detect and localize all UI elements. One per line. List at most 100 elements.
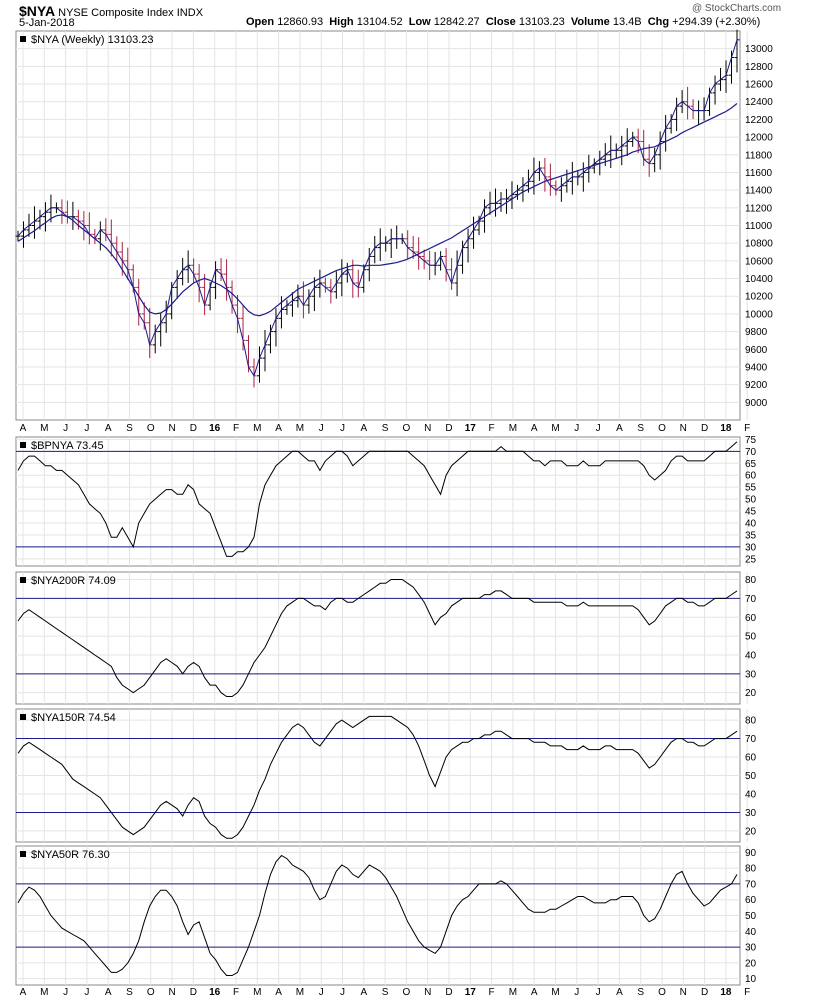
panel-frame-2 [15,571,741,705]
x-tick-label: M [551,423,559,434]
x-tick-label: N [168,423,175,434]
legend-marker-3 [20,714,26,720]
x-tick-label: D [701,423,708,434]
x-tick-label: S [126,987,133,998]
panel-legend-1: $BPNYA 73.45 [31,440,104,452]
x-tick-label: J [84,423,89,434]
ticker-symbol: $NYA [19,3,56,19]
y-tick-label: 9200 [745,380,768,391]
x-tick-label: N [424,423,431,434]
x-tick-label: A [105,423,112,434]
series-line-1 [17,441,738,557]
x-tick-label: J [84,987,89,998]
series-line-4 [17,854,738,976]
x-tick-label: F [233,987,239,998]
x-tick-label: F [744,987,750,998]
x-tick-label: N [168,987,175,998]
x-tick-label: J [596,987,601,998]
y-tick-label: 40 [745,927,757,938]
x-tick-label: O [147,423,155,434]
x-tick-label: O [403,987,411,998]
y-tick-label: 60 [745,471,757,482]
y-tick-label: 12600 [745,80,773,91]
close-value: 13103.23 [518,16,565,28]
x-tick-label: O [403,423,411,434]
y-tick-label: 50 [745,771,757,782]
open-label: Open [246,16,275,28]
chg-value: +294.39 (+2.30%) [672,16,761,28]
y-tick-label: 65 [745,459,757,470]
x-tick-label: F [489,423,495,434]
x-tick-label: 18 [720,987,732,998]
x-tick-label: M [296,423,304,434]
x-tick-label: J [319,987,324,998]
x-tick-label: F [489,987,495,998]
x-tick-label: J [63,423,68,434]
x-tick-label: J [596,423,601,434]
x-tick-label: J [574,987,579,998]
panel-legend-3: $NYA150R 74.54 [31,712,116,724]
y-tick-label: 9400 [745,362,768,373]
y-tick-label: 11800 [745,150,773,161]
y-tick-label: 10800 [745,239,773,250]
x-tick-label: J [340,423,345,434]
x-tick-label: M [551,987,559,998]
x-tick-label: M [296,987,304,998]
y-tick-label: 20 [745,958,757,969]
y-tick-label: 40 [745,650,757,661]
y-tick-label: 10000 [745,309,773,320]
x-tick-label: J [340,987,345,998]
x-tick-label: O [658,987,666,998]
y-tick-label: 11600 [745,168,773,179]
ohlc-summary: Open 12860.93 High 13104.52 Low 12842.27… [246,16,760,28]
y-tick-label: 50 [745,495,757,506]
x-tick-label: M [509,423,517,434]
x-tick-label: A [531,423,538,434]
y-tick-label: 10400 [745,274,773,285]
y-tick-label: 20 [745,826,757,837]
x-tick-label: J [574,423,579,434]
low-value: 12842.27 [433,16,480,28]
y-tick-label: 50 [745,632,757,643]
y-tick-label: 30 [745,669,757,680]
legend-marker-1 [20,442,26,448]
x-tick-label: D [445,987,452,998]
y-tick-label: 40 [745,789,757,800]
x-tick-label: M [509,987,517,998]
y-tick-label: 70 [745,447,757,458]
y-tick-label: 80 [745,864,757,875]
y-tick-label: 12400 [745,97,773,108]
x-tick-label: D [701,987,708,998]
low-label: Low [408,16,431,28]
y-tick-label: 30 [745,943,757,954]
high-label: High [329,16,354,28]
y-tick-label: 9800 [745,327,768,338]
chart-date: 5-Jan-2018 [19,17,75,29]
x-tick-label: D [445,423,452,434]
y-tick-label: 9600 [745,345,768,356]
y-tick-label: 11400 [745,186,773,197]
x-tick-label: N [424,987,431,998]
x-tick-label: S [126,423,133,434]
legend-marker-2 [20,577,26,583]
x-tick-label: M [40,423,48,434]
y-tick-label: 70 [745,734,757,745]
y-tick-label: 45 [745,507,757,518]
ohlc-bar [734,29,740,73]
y-tick-label: 13000 [745,44,773,55]
x-tick-label: A [531,987,538,998]
y-tick-label: 75 [745,435,757,446]
x-tick-label: A [20,423,27,434]
x-tick-label: A [20,987,27,998]
x-tick-label: A [360,987,367,998]
panel-legend-4: $NYA50R 76.30 [31,849,110,861]
x-tick-label: D [190,423,197,434]
y-tick-label: 12800 [745,62,773,73]
x-tick-label: 16 [209,987,221,998]
y-tick-label: 11000 [745,221,773,232]
y-tick-label: 60 [745,613,757,624]
x-tick-label: A [616,987,623,998]
y-tick-label: 12200 [745,115,773,126]
x-tick-label: 17 [465,423,477,434]
y-tick-label: 10600 [745,256,773,267]
